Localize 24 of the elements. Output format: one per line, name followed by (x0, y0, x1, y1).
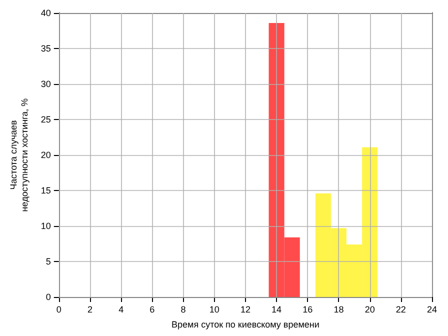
y-tick-label: 40 (40, 8, 51, 18)
y-tick-label: 35 (40, 44, 51, 54)
y-tick-label: 0 (46, 292, 51, 302)
y-tick-label: 15 (40, 186, 51, 196)
x-tick-label: 24 (426, 304, 438, 314)
x-tick-label: 4 (118, 304, 124, 314)
y-tick-label: 10 (40, 221, 51, 231)
y-axis-title: Частота случаев недоступности хостинга, % (8, 98, 30, 212)
x-tick-label: 18 (334, 304, 344, 314)
x-tick-label: 12 (240, 304, 250, 314)
x-axis-title: Время суток по киевскому времени (172, 319, 320, 330)
x-tick-label: 2 (87, 304, 93, 314)
x-tick-label: 14 (272, 304, 282, 314)
y-tick-label: 20 (40, 150, 51, 160)
y-tick-label: 5 (46, 256, 51, 266)
x-tick-label: 16 (302, 304, 313, 314)
x-tick-label: 0 (56, 304, 62, 314)
x-tick-label: 20 (364, 304, 375, 314)
y-tick-label: 30 (40, 79, 51, 89)
x-tick-label: 6 (150, 304, 155, 314)
x-tick-label: 22 (396, 304, 406, 314)
x-tick-label: 10 (209, 304, 220, 314)
x-tick-label: 8 (180, 304, 186, 314)
y-tick-label: 25 (40, 114, 51, 124)
